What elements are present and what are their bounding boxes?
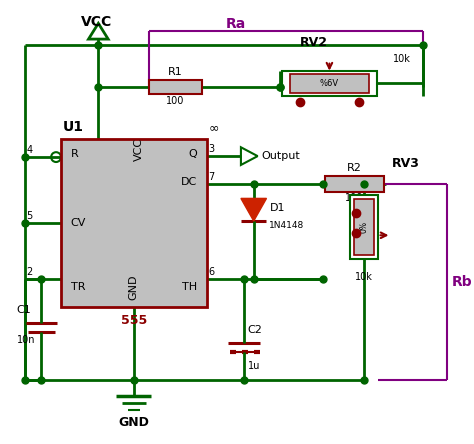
Text: 100: 100 bbox=[166, 96, 185, 106]
Bar bbox=[325, 176, 384, 191]
Text: D1: D1 bbox=[269, 203, 285, 213]
Text: 1N4148: 1N4148 bbox=[269, 221, 305, 230]
Text: 10n: 10n bbox=[17, 335, 35, 345]
Text: 100: 100 bbox=[346, 194, 364, 203]
Text: 5: 5 bbox=[27, 211, 33, 221]
Text: GND: GND bbox=[129, 274, 139, 300]
Text: R: R bbox=[71, 149, 79, 159]
Text: %6V: %6V bbox=[320, 79, 339, 88]
Text: DC: DC bbox=[181, 177, 197, 187]
Text: R2: R2 bbox=[347, 163, 362, 173]
Text: 10k: 10k bbox=[355, 272, 373, 282]
Bar bbox=[149, 80, 201, 94]
Text: 6: 6 bbox=[209, 267, 215, 277]
Bar bbox=[282, 71, 377, 96]
Text: U1: U1 bbox=[63, 120, 84, 135]
Text: C2: C2 bbox=[248, 325, 263, 335]
Text: 10k: 10k bbox=[393, 54, 411, 64]
Bar bbox=[61, 139, 207, 306]
Text: 555: 555 bbox=[120, 314, 147, 327]
Bar bbox=[290, 74, 369, 93]
Text: Rb: Rb bbox=[451, 275, 472, 289]
Bar bbox=[354, 199, 374, 255]
Text: ∞: ∞ bbox=[209, 122, 219, 135]
Text: GND: GND bbox=[118, 416, 149, 429]
Polygon shape bbox=[241, 198, 266, 221]
Text: TR: TR bbox=[71, 282, 85, 292]
Text: R1: R1 bbox=[168, 67, 183, 77]
Text: VCC: VCC bbox=[134, 138, 144, 161]
Text: 0%: 0% bbox=[359, 222, 368, 234]
Text: 3: 3 bbox=[209, 144, 215, 154]
Text: RV3: RV3 bbox=[392, 157, 419, 170]
Text: 4: 4 bbox=[27, 145, 33, 155]
Text: TH: TH bbox=[182, 282, 197, 292]
Text: Ra: Ra bbox=[226, 17, 246, 32]
Text: Q: Q bbox=[188, 149, 197, 159]
Bar bbox=[350, 195, 378, 259]
Text: Output: Output bbox=[262, 151, 301, 161]
Text: 2: 2 bbox=[27, 267, 33, 277]
Text: VCC: VCC bbox=[81, 16, 112, 29]
Text: 7: 7 bbox=[209, 172, 215, 182]
Text: RV2: RV2 bbox=[300, 36, 328, 49]
Text: CV: CV bbox=[71, 218, 86, 228]
Text: 1u: 1u bbox=[248, 361, 260, 371]
Text: C1: C1 bbox=[17, 305, 31, 315]
